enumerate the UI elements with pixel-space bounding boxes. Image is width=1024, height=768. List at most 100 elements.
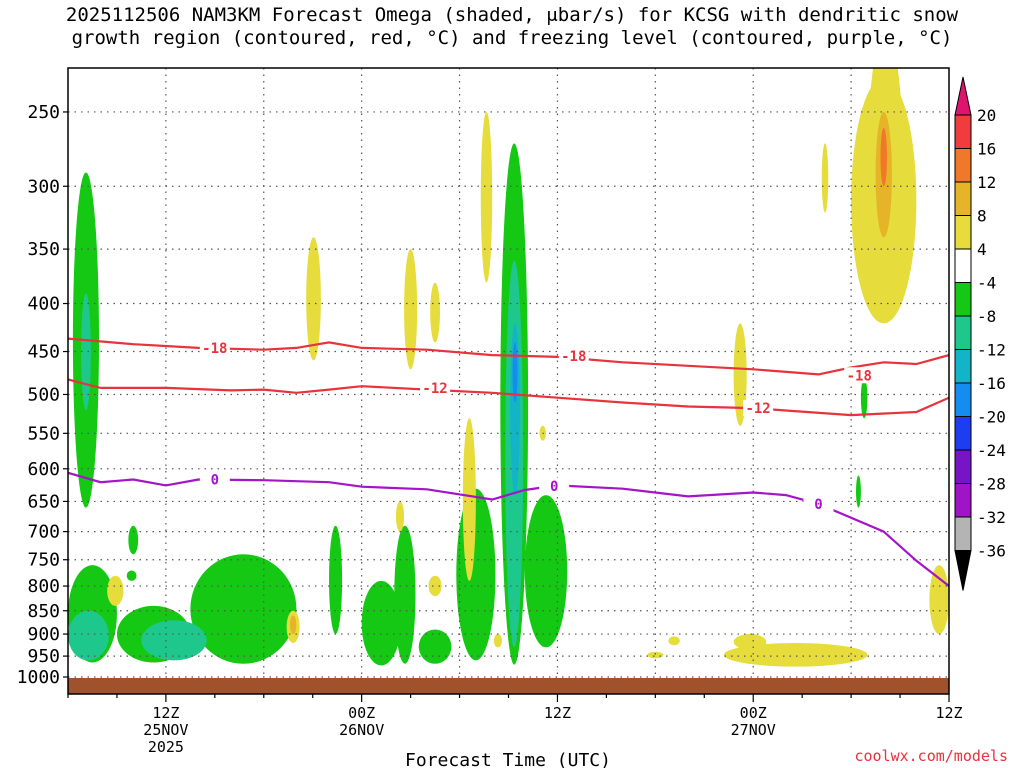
omega-region-9 xyxy=(418,629,452,664)
omega-region-18 xyxy=(126,570,137,581)
colorbar-label-10: -24 xyxy=(977,441,1006,460)
colorbar-label-0: 20 xyxy=(977,106,996,125)
y-tick-label-750: 750 xyxy=(27,550,60,571)
y-tick-label-700: 700 xyxy=(27,522,60,543)
omega-region-8 xyxy=(394,525,416,664)
colorbar-label-11: -28 xyxy=(977,475,1006,494)
contour-label-bg-0-0 xyxy=(199,339,230,356)
colorbar: 20 16 12 8 4 -4 -8 -12 -16 -20 -24 -28 -32 -36 xyxy=(954,76,1006,591)
omega-region-25 xyxy=(306,237,321,361)
colorbar-swatch-6 xyxy=(954,282,972,317)
omega-region-16 xyxy=(329,525,343,635)
colorbar-top-arrow xyxy=(954,76,972,116)
omega-region-31 xyxy=(480,111,493,283)
omega-region-24 xyxy=(289,615,297,635)
contour-label-bg-1-0 xyxy=(420,379,451,396)
omega-region-41 xyxy=(723,643,868,667)
omega-region-19 xyxy=(860,377,868,419)
colorbar-swatch-9 xyxy=(954,382,972,417)
x-tick-label-12-0: 12Z xyxy=(152,704,179,722)
colorbar-swatch-12 xyxy=(954,483,972,518)
colorbar-swatch-3 xyxy=(954,181,972,216)
omega-region-6 xyxy=(141,620,207,661)
omega-region-27 xyxy=(404,249,418,370)
omega-region-44 xyxy=(668,636,680,646)
omega-region-12 xyxy=(524,495,568,648)
colorbar-label-2: 12 xyxy=(977,173,996,192)
omega-region-40 xyxy=(929,565,949,635)
colorbar-label-3: 8 xyxy=(977,207,987,226)
contour-line-1 xyxy=(68,378,949,417)
omega-region-3 xyxy=(68,610,109,661)
omega-region-43 xyxy=(647,651,664,659)
y-axis: 2503003504004505005506006507007508008509… xyxy=(17,102,68,688)
contour-label-0-1: -18 xyxy=(561,349,586,365)
colorbar-swatch-7 xyxy=(954,315,972,350)
omega-region-30 xyxy=(462,418,476,581)
y-tick-label-900: 900 xyxy=(27,624,60,645)
contour-label-bg-0-2 xyxy=(844,367,875,384)
y-tick-label-500: 500 xyxy=(27,384,60,405)
contour-line-0 xyxy=(68,337,949,376)
chart-title-line-1: 2025112506 NAM3KM Forecast Omega (shaded… xyxy=(65,4,959,26)
x-tick-label-24-0: 00Z xyxy=(348,704,375,722)
colorbar-swatch-1 xyxy=(954,114,972,149)
y-tick-label-400: 400 xyxy=(27,294,60,315)
contour-label-bg-2-1 xyxy=(539,478,570,495)
colorbar-label-13: -36 xyxy=(977,542,1006,561)
colorbar-label-12: -32 xyxy=(977,508,1006,527)
omega-region-10 xyxy=(456,488,496,661)
x-axis-title: Forecast Time (UTC) xyxy=(405,750,611,768)
omega-region-5 xyxy=(190,554,297,664)
colorbar-label-5: -4 xyxy=(977,274,996,293)
colorbar-swatch-10 xyxy=(954,416,972,451)
contours: -18 -18 -18 -12 -12 0 0 0 xyxy=(68,337,949,587)
x-tick-label-60-0: 12Z xyxy=(935,704,962,722)
y-tick-label-550: 550 xyxy=(27,423,60,444)
terrain xyxy=(68,678,949,694)
y-tick-label-950: 950 xyxy=(27,646,60,667)
contour-label-2-2: 0 xyxy=(814,497,822,513)
omega-region-14 xyxy=(510,323,520,496)
omega-region-20 xyxy=(856,475,861,508)
x-tick-label-48-1: 27NOV xyxy=(731,721,776,739)
contour-label-1-1: -12 xyxy=(745,401,770,417)
colorbar-swatch-4 xyxy=(954,215,972,250)
contour-label-0-0: -18 xyxy=(202,341,227,357)
omega-region-1 xyxy=(81,293,91,411)
colorbar-label-6: -8 xyxy=(977,307,996,326)
y-tick-label-850: 850 xyxy=(27,601,60,622)
colorbar-label-8: -16 xyxy=(977,374,1006,393)
omega-region-26 xyxy=(395,501,405,532)
chart-title: 2025112506 NAM3KM Forecast Omega (shaded… xyxy=(0,4,1024,50)
y-tick-label-1000: 1000 xyxy=(17,667,60,688)
omega-region-35 xyxy=(821,143,829,213)
colorbar-swatch-2 xyxy=(954,148,972,183)
omega-region-17 xyxy=(128,525,139,555)
colorbar-swatch-8 xyxy=(954,349,972,384)
chart-title-line-2: growth region (contoured, red, °C) and f… xyxy=(71,27,953,49)
omega-region-32 xyxy=(493,634,502,648)
contour-label-1-0: -12 xyxy=(422,381,447,397)
colorbar-bottom-arrow xyxy=(954,550,972,591)
colorbar-label-1: 16 xyxy=(977,140,996,159)
colorbar-swatch-5 xyxy=(954,248,972,283)
x-tick-label-12-2: 2025 xyxy=(148,738,184,756)
omega-region-28 xyxy=(430,282,440,343)
omega-region-7 xyxy=(361,580,401,666)
terrain-band xyxy=(68,678,949,694)
x-tick-label-12-1: 25NOV xyxy=(143,721,188,739)
y-tick-label-350: 350 xyxy=(27,239,60,260)
omega-region-39 xyxy=(880,127,888,187)
y-tick-label-800: 800 xyxy=(27,576,60,597)
omega-region-22 xyxy=(107,575,124,606)
y-tick-label-300: 300 xyxy=(27,176,60,197)
contour-label-bg-2-0 xyxy=(199,471,230,488)
omega-region-29 xyxy=(428,575,442,597)
y-tick-label-250: 250 xyxy=(27,102,60,123)
contour-label-2-0: 0 xyxy=(211,473,219,489)
y-tick-label-600: 600 xyxy=(27,459,60,480)
x-tick-label-48-0: 00Z xyxy=(740,704,767,722)
omega-shading xyxy=(68,68,949,667)
